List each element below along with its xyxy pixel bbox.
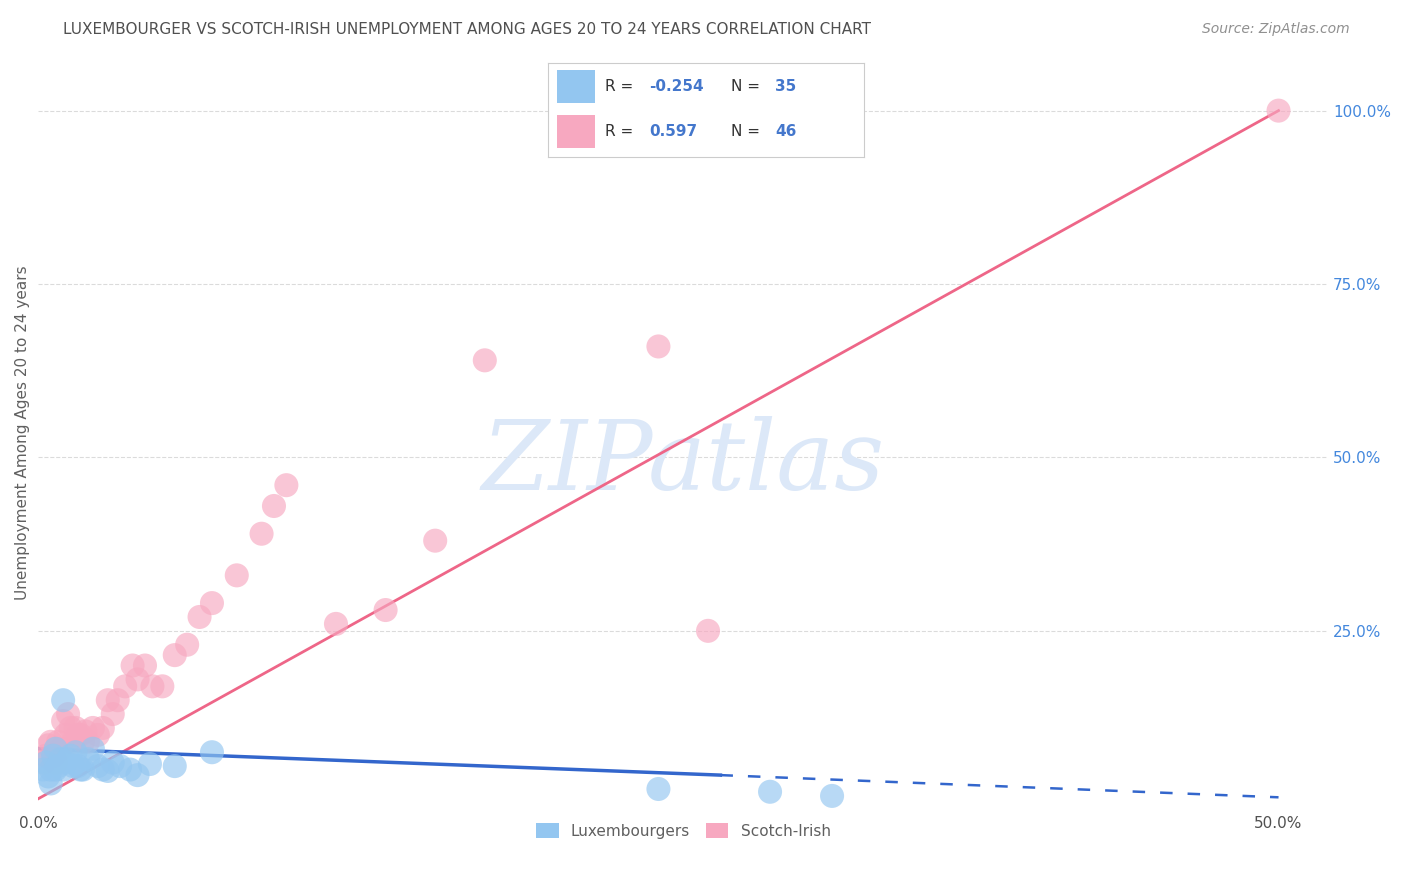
- Point: [87, 728, 110, 742]
- Point: [75, 724, 97, 739]
- Point: [114, 679, 136, 693]
- Point: [49, 741, 72, 756]
- Point: [163, 648, 186, 662]
- Point: [62, 759, 84, 773]
- Y-axis label: Unemployment Among Ages 20 to 24 years: Unemployment Among Ages 20 to 24 years: [15, 266, 30, 600]
- Point: [697, 624, 720, 638]
- Point: [97, 693, 120, 707]
- Point: [35, 756, 58, 770]
- Point: [59, 748, 82, 763]
- Point: [62, 735, 84, 749]
- Point: [97, 764, 120, 778]
- Point: [201, 596, 224, 610]
- Point: [55, 756, 77, 770]
- Point: [107, 693, 129, 707]
- Point: [121, 658, 143, 673]
- Point: [759, 785, 782, 799]
- Point: [120, 763, 142, 777]
- Point: [66, 728, 89, 742]
- Point: [188, 610, 211, 624]
- Point: [474, 353, 496, 368]
- Point: [263, 499, 285, 513]
- Point: [65, 721, 87, 735]
- Point: [101, 756, 124, 770]
- Point: [108, 759, 131, 773]
- Point: [647, 782, 669, 797]
- Point: [56, 707, 79, 722]
- Point: [32, 756, 55, 770]
- Point: [46, 735, 69, 749]
- Point: [176, 638, 198, 652]
- Point: [39, 776, 62, 790]
- Point: [45, 741, 67, 756]
- Point: [46, 759, 69, 773]
- Point: [77, 735, 100, 749]
- Point: [59, 721, 82, 735]
- Point: [52, 763, 75, 777]
- Point: [39, 735, 62, 749]
- Point: [425, 533, 447, 548]
- Point: [225, 568, 247, 582]
- Point: [127, 673, 149, 687]
- Point: [37, 739, 59, 753]
- Point: [150, 679, 173, 693]
- Point: [276, 478, 298, 492]
- Point: [56, 752, 79, 766]
- Point: [37, 770, 59, 784]
- Point: [127, 768, 149, 782]
- Point: [374, 603, 396, 617]
- Point: [141, 679, 163, 693]
- Point: [45, 763, 67, 777]
- Point: [82, 721, 104, 735]
- Point: [72, 763, 94, 777]
- Legend: Luxembourgers, Scotch-Irish: Luxembourgers, Scotch-Irish: [530, 817, 837, 845]
- Text: ZIPatlas: ZIPatlas: [482, 417, 884, 510]
- Point: [45, 756, 67, 770]
- Point: [52, 714, 75, 728]
- Point: [49, 752, 72, 766]
- Point: [66, 759, 89, 773]
- Point: [325, 616, 347, 631]
- Point: [250, 526, 273, 541]
- Point: [72, 735, 94, 749]
- Text: LUXEMBOURGER VS SCOTCH-IRISH UNEMPLOYMENT AMONG AGES 20 TO 24 YEARS CORRELATION : LUXEMBOURGER VS SCOTCH-IRISH UNEMPLOYMEN…: [63, 22, 872, 37]
- Point: [91, 721, 114, 735]
- Point: [82, 741, 104, 756]
- Point: [32, 763, 55, 777]
- Point: [139, 757, 162, 772]
- Point: [42, 748, 65, 763]
- Text: Source: ZipAtlas.com: Source: ZipAtlas.com: [1202, 22, 1350, 37]
- Point: [77, 752, 100, 766]
- Point: [647, 339, 669, 353]
- Point: [55, 728, 77, 742]
- Point: [42, 748, 65, 763]
- Point: [39, 763, 62, 777]
- Point: [134, 658, 156, 673]
- Point: [1267, 103, 1289, 118]
- Point: [69, 728, 91, 742]
- Point: [35, 748, 58, 763]
- Point: [163, 759, 186, 773]
- Point: [201, 745, 224, 759]
- Point: [65, 745, 87, 759]
- Point: [821, 789, 844, 803]
- Point: [69, 763, 91, 777]
- Point: [101, 707, 124, 722]
- Point: [87, 759, 110, 773]
- Point: [91, 763, 114, 777]
- Point: [52, 693, 75, 707]
